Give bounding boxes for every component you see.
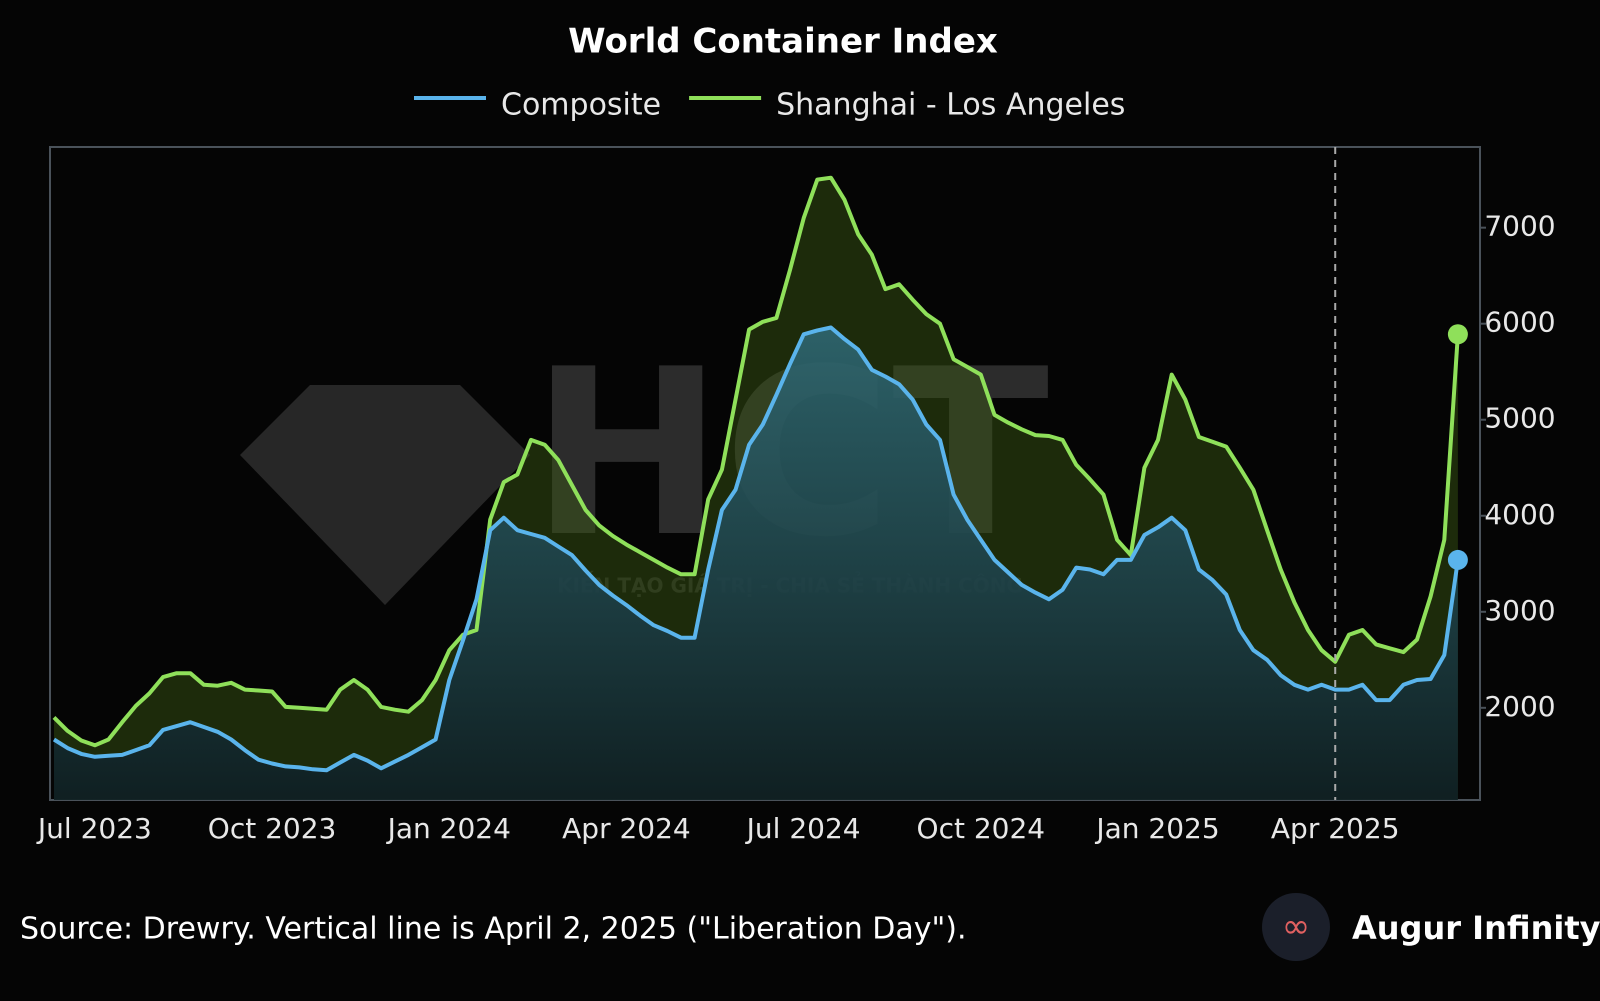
legend-label: Composite <box>501 88 661 123</box>
plot: 2000 3000 4000 5000 6000 7000 Jul 2023 Oct 2023… <box>36 147 1556 845</box>
series-line <box>52 175 1460 748</box>
y-tick-label: 7000 <box>1484 210 1555 243</box>
brand-logo <box>1262 893 1330 961</box>
x-tick-label: Apr 2024 <box>562 812 691 845</box>
end-point <box>1447 324 1468 345</box>
series-area <box>54 327 1458 800</box>
y-tick-label: 5000 <box>1484 402 1555 435</box>
source-note: Source: Drewry. Vertical line is April 2… <box>20 912 967 947</box>
x-tick-label: Oct 2023 <box>208 812 337 845</box>
chart-title: World Container Index <box>568 22 998 62</box>
y-tick-label: 6000 <box>1484 306 1555 339</box>
y-tick-label: 4000 <box>1484 498 1555 531</box>
x-tick-label: Jan 2025 <box>1094 812 1219 845</box>
x-tick-label: Jul 2023 <box>36 812 152 845</box>
x-tick-label: Apr 2025 <box>1271 812 1400 845</box>
x-tick-label: Jan 2024 <box>386 812 511 845</box>
legend: Composite Shanghai - Los Angeles <box>414 88 1125 123</box>
brand-name: Augur Infinity <box>1352 909 1600 947</box>
series-line <box>52 325 1460 773</box>
end-point <box>1447 549 1468 570</box>
x-tick-label: Oct 2024 <box>917 812 1046 845</box>
y-tick-label: 3000 <box>1484 594 1555 627</box>
x-tick-label: Jul 2024 <box>745 812 861 845</box>
watermark-logo <box>240 385 530 605</box>
brand-logo-glyph: ∞ <box>1282 907 1310 947</box>
legend-label: Shanghai - Los Angeles <box>776 88 1125 123</box>
y-tick-label: 2000 <box>1484 690 1555 723</box>
